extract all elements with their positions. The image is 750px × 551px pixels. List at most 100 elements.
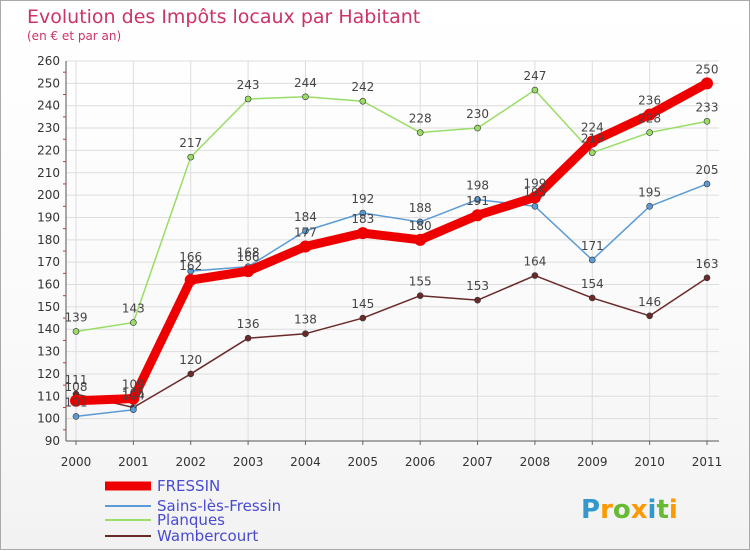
x-tick-label-2007: 2007 (462, 455, 493, 469)
series-line-planques (76, 90, 707, 331)
point-fressin-2006 (414, 234, 426, 246)
x-tick-label-2006: 2006 (405, 455, 436, 469)
data-label-wambercourt-2004: 138 (294, 313, 317, 327)
y-tick-label-220: 220 (37, 143, 60, 157)
axis-layer: 90 100 110 120 130 140 150 160 170 180 190 200 210 22… (37, 54, 722, 469)
point-wambercourt-2006 (417, 293, 423, 299)
point-fressin-2003 (242, 265, 254, 277)
point-sains-l-s-fressin-2008 (532, 203, 538, 209)
point-planques-2000 (73, 328, 79, 334)
data-label-fressin-2004: 177 (294, 226, 317, 240)
data-label-wambercourt-2009: 154 (581, 277, 604, 291)
y-tick-label-110: 110 (37, 389, 60, 403)
data-label-fressin-2011: 250 (696, 62, 719, 76)
data-label-wambercourt-2002: 120 (179, 353, 202, 367)
series-planques (73, 87, 710, 334)
data-label-sains-l-s-fressin-2000: 101 (65, 395, 88, 409)
x-tick-label-2008: 2008 (520, 455, 551, 469)
data-label-planques-2003: 243 (237, 78, 260, 92)
chart-subtitle: (en € et par an) (27, 29, 121, 43)
point-sains-l-s-fressin-2009 (589, 257, 595, 263)
data-label-wambercourt-2008: 164 (523, 255, 546, 269)
point-wambercourt-2002 (188, 371, 194, 377)
point-planques-2005 (360, 98, 366, 104)
point-wambercourt-2004 (302, 331, 308, 337)
data-label-sains-l-s-fressin-2005: 192 (351, 192, 374, 206)
data-label-sains-l-s-fressin-2011: 205 (696, 163, 719, 177)
logo-letter: i (669, 495, 678, 525)
series-line-wambercourt (76, 276, 707, 408)
point-planques-2011 (704, 118, 710, 124)
point-planques-2003 (245, 96, 251, 102)
data-label-sains-l-s-fressin-2007: 198 (466, 179, 489, 193)
x-tick-label-2003: 2003 (233, 455, 264, 469)
point-wambercourt-2005 (360, 315, 366, 321)
y-tick-label-120: 120 (37, 367, 60, 381)
x-tick-label-2005: 2005 (348, 455, 379, 469)
data-label-fressin-2007: 191 (466, 194, 489, 208)
data-label-sains-l-s-fressin-2006: 188 (409, 201, 432, 215)
data-label-fressin-2005: 183 (351, 212, 374, 226)
point-wambercourt-2003 (245, 335, 251, 341)
point-sains-l-s-fressin-2001 (130, 407, 136, 413)
data-label-wambercourt-2010: 146 (638, 295, 661, 309)
data-label-planques-2004: 244 (294, 76, 317, 90)
data-label-wambercourt-2011: 163 (696, 257, 719, 271)
logo-letter: o (613, 495, 631, 525)
logo-letter: P (581, 495, 600, 525)
y-tick-label-170: 170 (37, 255, 60, 269)
data-label-fressin-2002: 162 (179, 259, 202, 273)
data-label-fressin-2003: 166 (237, 250, 260, 264)
y-tick-label-240: 240 (37, 99, 60, 113)
point-wambercourt-2009 (589, 295, 595, 301)
data-label-fressin-2000: 108 (65, 380, 88, 394)
point-fressin-2011 (701, 77, 713, 89)
x-tick-label-2004: 2004 (290, 455, 321, 469)
logo-letter: r (600, 495, 613, 525)
logo-letter: i (648, 495, 657, 525)
data-label-planques-2008: 247 (523, 69, 546, 83)
data-label-fressin-2010: 236 (638, 94, 661, 108)
data-label-wambercourt-2005: 145 (351, 297, 374, 311)
y-tick-label-190: 190 (37, 210, 60, 224)
data-label-wambercourt-2003: 136 (237, 317, 260, 331)
data-label-sains-l-s-fressin-2004: 184 (294, 210, 317, 224)
logo-letter: x (631, 495, 648, 525)
x-tick-label-2000: 2000 (61, 455, 92, 469)
point-sains-l-s-fressin-2010 (647, 203, 653, 209)
data-label-wambercourt-2007: 153 (466, 279, 489, 293)
line-chart: Evolution des Impôts locaux par Habitant… (1, 1, 750, 551)
point-planques-2009 (589, 150, 595, 156)
x-tick-label-2001: 2001 (118, 455, 149, 469)
y-tick-label-90: 90 (45, 434, 60, 448)
logo-letter: t (656, 495, 668, 525)
point-planques-2007 (475, 125, 481, 131)
legend-label-fressin: FRESSIN (157, 477, 220, 495)
data-label-planques-2000: 139 (65, 310, 88, 324)
data-label-wambercourt-2006: 155 (409, 275, 432, 289)
point-fressin-2005 (357, 227, 369, 239)
data-label-fressin-2009: 224 (581, 120, 604, 134)
chart-title: Evolution des Impôts locaux par Habitant (27, 6, 420, 28)
series-sains-l-s-fressin (73, 181, 710, 419)
data-label-sains-l-s-fressin-2009: 171 (581, 239, 604, 253)
legend: FRESSINSains-lès-FressinPlanquesWamberco… (105, 477, 281, 545)
y-tick-label-230: 230 (37, 121, 60, 135)
y-tick-label-160: 160 (37, 278, 60, 292)
chart-frame: Evolution des Impôts locaux par Habitant… (0, 0, 750, 550)
data-label-fressin-2001: 109 (122, 378, 145, 392)
y-tick-label-150: 150 (37, 300, 60, 314)
legend-label-wambercourt: Wambercourt (157, 527, 258, 545)
point-planques-2010 (647, 130, 653, 136)
x-tick-label-2010: 2010 (634, 455, 665, 469)
y-tick-label-200: 200 (37, 188, 60, 202)
series-layer (70, 77, 713, 419)
point-sains-l-s-fressin-2011 (704, 181, 710, 187)
data-label-planques-2011: 233 (696, 100, 719, 114)
y-tick-label-210: 210 (37, 166, 60, 180)
point-fressin-2002 (185, 274, 197, 286)
point-sains-l-s-fressin-2000 (73, 413, 79, 419)
series-wambercourt (73, 273, 710, 411)
point-wambercourt-2011 (704, 275, 710, 281)
point-wambercourt-2008 (532, 273, 538, 279)
